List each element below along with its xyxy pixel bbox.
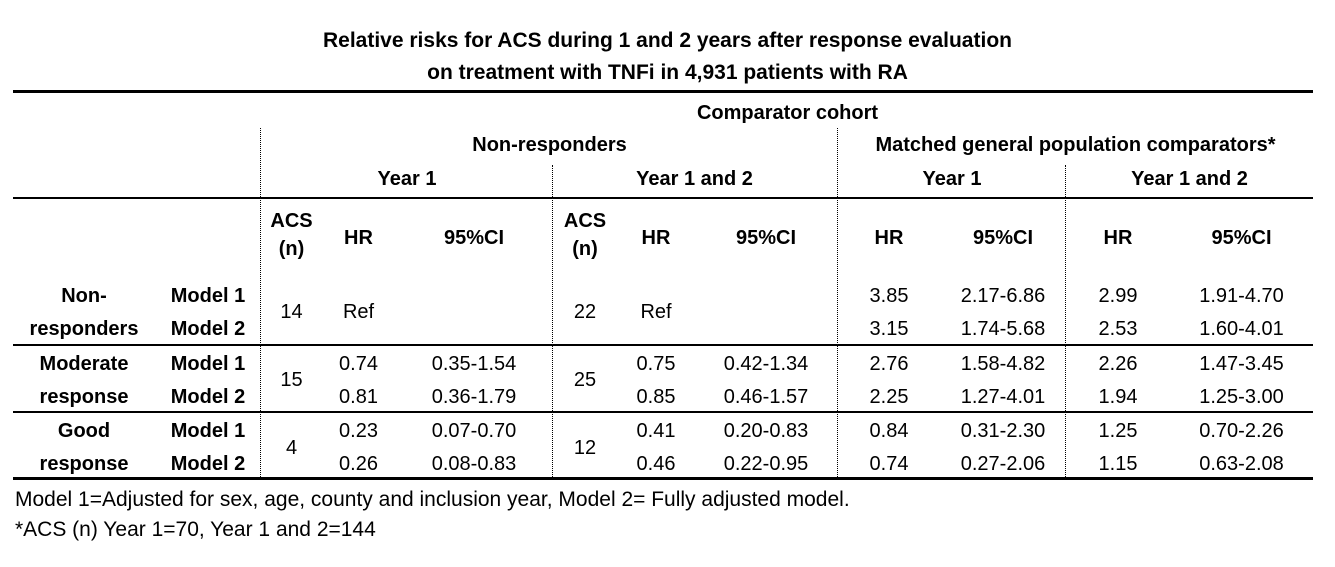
col-header-ci-gp-y12: 95%CI — [1211, 227, 1272, 249]
divider-nonresponders-vs-genpop — [837, 128, 838, 477]
col-header-ci-nr-y12: 95%CI — [735, 227, 797, 249]
value-ci-nonresponders-gp-y12-m1: 1.91-4.70 — [1199, 285, 1284, 307]
value-hr-good-nr-y12-m1: 0.41 — [636, 420, 676, 442]
footnote-acs-counts: *ACS (n) Year 1=70, Year 1 and 2=144 — [15, 518, 376, 541]
value-acs-good-nr-y12: 12 — [573, 437, 597, 459]
rule-table-bottom — [13, 477, 1313, 480]
model1-label-nonresponders: Model 1 — [170, 285, 246, 307]
col-header-hr-gp-y1: HR — [874, 227, 904, 249]
value-hr-nonresponders-gp-y1-m1: 3.85 — [869, 285, 909, 307]
value-hr-moderate-nr-y1-m1: 0.74 — [339, 353, 378, 375]
value-hr-moderate-nr-y12-m1: 0.75 — [636, 353, 676, 375]
value-ci-good-gp-y12-m2: 0.63-2.08 — [1199, 453, 1284, 475]
col-header-acs-nr-y12-line2: (n) — [572, 238, 598, 260]
value-hr-nonresponders-gp-y12-m2: 2.53 — [1098, 318, 1138, 340]
row-label-moderate-line1: Moderate — [39, 353, 129, 375]
value-ci-good-nr-y1-m1: 0.07-0.70 — [431, 420, 517, 442]
value-hr-good-gp-y1-m1: 0.84 — [869, 420, 909, 442]
value-ci-moderate-nr-y12-m2: 0.46-1.57 — [723, 386, 809, 408]
col-header-hr-gp-y12: HR — [1103, 227, 1133, 249]
value-acs-good-nr-y1: 4 — [285, 437, 298, 459]
value-acs-nonresponders-nr-y1: 14 — [280, 301, 303, 323]
nr-year1-header: Year 1 — [377, 168, 437, 190]
col-header-ci-nr-y1: 95%CI — [443, 227, 505, 249]
rule-below-year-headers — [13, 197, 1313, 199]
col-header-ci-gp-y1: 95%CI — [972, 227, 1034, 249]
value-ci-moderate-nr-y12-m1: 0.42-1.34 — [723, 353, 809, 375]
row-label-good-line1: Good — [57, 420, 111, 442]
value-hr-good-nr-y1-m2: 0.26 — [339, 453, 378, 475]
gp-year12-header: Year 1 and 2 — [1131, 168, 1248, 190]
col-header-hr-nr-y1: HR — [344, 227, 373, 249]
value-hr-good-nr-y1-m1: 0.23 — [339, 420, 378, 442]
value-ci-nonresponders-gp-y1-m2: 1.74-5.68 — [960, 318, 1046, 340]
divider-gp-year1-vs-year12 — [1065, 165, 1066, 477]
gp-year1-header: Year 1 — [922, 168, 982, 190]
value-ci-moderate-nr-y1-m2: 0.36-1.79 — [431, 386, 517, 408]
model2-label-moderate: Model 2 — [170, 386, 246, 408]
value-hr-good-gp-y12-m1: 1.25 — [1098, 420, 1138, 442]
value-ci-nonresponders-gp-y12-m2: 1.60-4.01 — [1199, 318, 1284, 340]
row-label-moderate-line2: response — [39, 386, 129, 408]
value-hr-moderate-gp-y12-m1: 2.26 — [1098, 353, 1138, 375]
value-hr-moderate-nr-y12-m2: 0.85 — [636, 386, 676, 408]
value-ci-moderate-gp-y12-m1: 1.47-3.45 — [1199, 353, 1284, 375]
value-ci-good-nr-y12-m1: 0.20-0.83 — [723, 420, 809, 442]
divider-nr-year1-vs-year12 — [552, 165, 553, 477]
row-label-nonresponders-line2: responders — [29, 318, 139, 340]
value-acs-moderate-nr-y1: 15 — [280, 369, 303, 391]
value-ci-good-nr-y12-m2: 0.22-0.95 — [723, 453, 809, 475]
value-hr-ref-nonresponders-nr-y12: Ref — [640, 301, 672, 323]
model2-label-good: Model 2 — [170, 453, 246, 475]
row-label-nonresponders-line1: Non- — [61, 285, 107, 307]
nonresponders-group-header: Non-responders — [472, 134, 627, 156]
table-title-line-2: on treatment with TNFi in 4,931 patients… — [427, 61, 908, 84]
value-ci-moderate-nr-y1-m1: 0.35-1.54 — [431, 353, 517, 375]
value-hr-good-nr-y12-m2: 0.46 — [636, 453, 676, 475]
value-hr-nonresponders-gp-y12-m1: 2.99 — [1098, 285, 1138, 307]
value-hr-moderate-gp-y1-m2: 2.25 — [869, 386, 909, 408]
rule-below-moderate-rows — [13, 411, 1313, 413]
table-title-line-1: Relative risks for ACS during 1 and 2 ye… — [323, 29, 1012, 52]
value-ci-good-gp-y1-m1: 0.31-2.30 — [960, 420, 1046, 442]
rule-below-title — [13, 90, 1313, 93]
model1-label-moderate: Model 1 — [170, 353, 246, 375]
value-hr-ref-nonresponders-nr-y1: Ref — [342, 301, 375, 323]
general-population-group-header: Matched general population comparators* — [875, 134, 1276, 156]
value-ci-moderate-gp-y12-m2: 1.25-3.00 — [1199, 386, 1284, 408]
value-ci-moderate-gp-y1-m1: 1.58-4.82 — [960, 353, 1046, 375]
col-header-acs-nr-y1-line1: ACS — [270, 210, 313, 232]
footnote-model-definitions: Model 1=Adjusted for sex, age, county an… — [15, 488, 850, 511]
value-ci-good-gp-y1-m2: 0.27-2.06 — [960, 453, 1046, 475]
value-ci-nonresponders-gp-y1-m1: 2.17-6.86 — [960, 285, 1046, 307]
model2-label-nonresponders: Model 2 — [170, 318, 246, 340]
value-hr-moderate-gp-y12-m2: 1.94 — [1098, 386, 1138, 408]
value-ci-good-nr-y1-m2: 0.08-0.83 — [431, 453, 517, 475]
value-hr-nonresponders-gp-y1-m2: 3.15 — [869, 318, 909, 340]
value-hr-good-gp-y12-m2: 1.15 — [1098, 453, 1138, 475]
comparator-cohort-header: Comparator cohort — [696, 102, 879, 124]
col-header-hr-nr-y12: HR — [641, 227, 671, 249]
col-header-acs-nr-y1-line2: (n) — [278, 238, 305, 260]
value-hr-good-gp-y1-m2: 0.74 — [869, 453, 909, 475]
nr-year12-header: Year 1 and 2 — [636, 168, 753, 190]
value-acs-nonresponders-nr-y12: 22 — [573, 301, 597, 323]
model1-label-good: Model 1 — [170, 420, 246, 442]
rule-below-nonresponders-rows — [13, 344, 1313, 346]
value-ci-good-gp-y12-m1: 0.70-2.26 — [1199, 420, 1284, 442]
value-ci-moderate-gp-y1-m2: 1.27-4.01 — [960, 386, 1046, 408]
col-header-acs-nr-y12-line1: ACS — [563, 210, 607, 232]
row-label-good-line2: response — [39, 453, 129, 475]
value-acs-moderate-nr-y12: 25 — [573, 369, 597, 391]
value-hr-moderate-nr-y1-m2: 0.81 — [339, 386, 378, 408]
value-hr-moderate-gp-y1-m1: 2.76 — [869, 353, 909, 375]
divider-labels-vs-data — [260, 128, 261, 477]
